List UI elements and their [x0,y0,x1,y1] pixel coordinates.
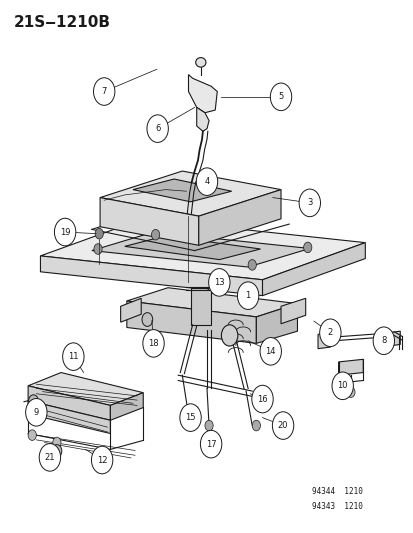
Text: 17: 17 [205,440,216,449]
Circle shape [196,168,217,196]
Circle shape [142,313,152,326]
Text: 94343  1210: 94343 1210 [311,503,362,512]
Polygon shape [40,219,364,280]
Circle shape [372,327,394,354]
Polygon shape [387,331,399,346]
Polygon shape [40,256,262,296]
Polygon shape [28,401,110,433]
Polygon shape [262,243,364,296]
Text: 21S‒1210B: 21S‒1210B [14,14,110,30]
Polygon shape [100,198,198,245]
Circle shape [28,430,36,440]
Circle shape [53,437,61,448]
Text: 21: 21 [45,453,55,462]
Circle shape [184,410,192,420]
Polygon shape [92,232,309,267]
Polygon shape [317,333,330,349]
Circle shape [54,218,76,246]
Circle shape [208,269,230,296]
Circle shape [251,385,273,413]
Circle shape [331,372,353,400]
Circle shape [252,420,260,431]
Polygon shape [338,359,362,375]
Text: 18: 18 [148,339,159,348]
Circle shape [237,282,258,310]
Text: 1: 1 [245,291,250,300]
Polygon shape [126,288,297,317]
Polygon shape [110,393,143,420]
Text: 19: 19 [60,228,70,237]
Circle shape [151,229,159,240]
Polygon shape [100,171,280,216]
Circle shape [91,446,113,474]
Polygon shape [28,373,143,406]
Circle shape [319,319,340,346]
Polygon shape [280,298,305,324]
Circle shape [200,430,221,458]
Polygon shape [120,298,141,322]
Text: 2: 2 [327,328,332,337]
Polygon shape [28,386,110,420]
Circle shape [221,325,237,346]
Text: 94344  1210: 94344 1210 [311,487,362,496]
Circle shape [26,399,47,426]
Text: 7: 7 [101,87,107,96]
Text: 3: 3 [306,198,312,207]
Polygon shape [124,236,260,260]
Circle shape [95,228,103,239]
Text: 8: 8 [380,336,386,345]
Circle shape [346,387,354,398]
Circle shape [62,343,84,370]
Text: 20: 20 [277,421,287,430]
Polygon shape [196,108,209,131]
Circle shape [142,329,164,357]
Polygon shape [126,301,256,343]
Text: 14: 14 [265,347,275,356]
Text: 11: 11 [68,352,78,361]
Circle shape [39,443,60,471]
Polygon shape [198,190,280,245]
Circle shape [303,242,311,253]
Polygon shape [133,179,231,202]
Circle shape [52,445,62,457]
Text: 15: 15 [185,413,195,422]
Polygon shape [188,75,217,113]
Circle shape [94,244,102,254]
Polygon shape [190,288,211,325]
Circle shape [179,404,201,431]
Text: 6: 6 [154,124,160,133]
Text: 12: 12 [97,456,107,465]
Circle shape [259,337,281,365]
Circle shape [247,260,256,270]
Text: 5: 5 [278,92,283,101]
Circle shape [272,412,293,439]
Circle shape [93,78,115,106]
Text: 4: 4 [204,177,209,186]
Text: 16: 16 [256,394,267,403]
Circle shape [204,420,213,431]
Text: 9: 9 [33,408,39,417]
Circle shape [147,115,168,142]
Text: 13: 13 [214,278,224,287]
Ellipse shape [195,58,206,67]
Text: 10: 10 [337,381,347,390]
Circle shape [270,83,291,111]
Polygon shape [256,304,297,343]
Circle shape [298,189,320,216]
Circle shape [28,395,38,408]
